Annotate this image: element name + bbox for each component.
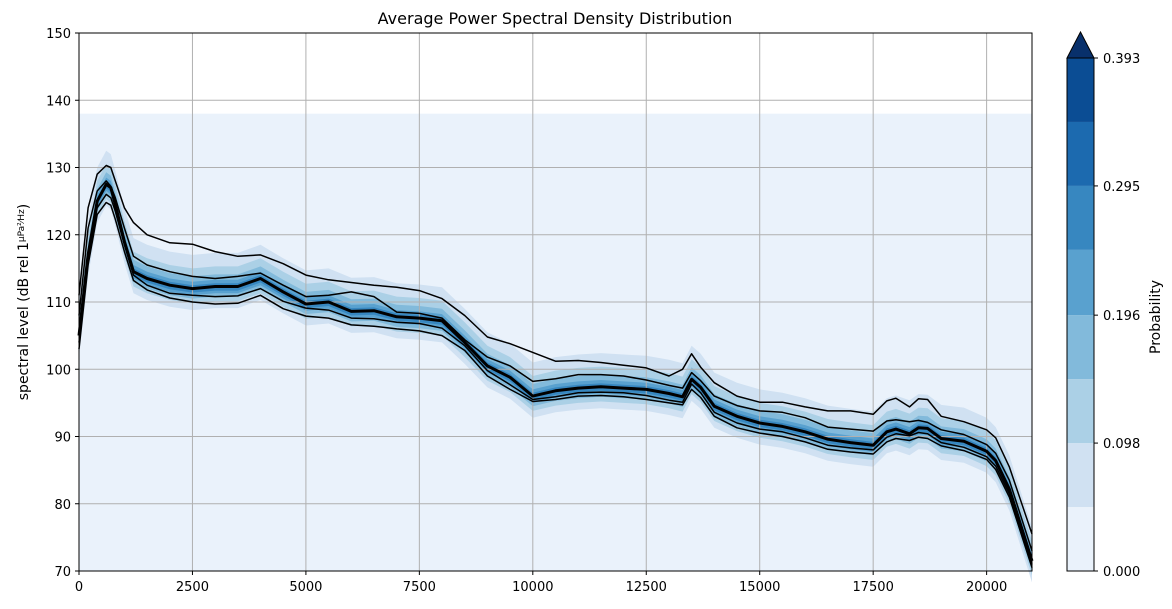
y-tick-label: 120 xyxy=(46,229,71,244)
series-lines xyxy=(77,164,1034,568)
y-tick-label: 130 xyxy=(46,162,71,177)
x-tick-label: 0 xyxy=(75,580,83,595)
y-axis-unit-numerator: μPa² xyxy=(17,222,27,242)
series-line-1 xyxy=(78,164,1033,535)
y-tick-label: 140 xyxy=(46,94,71,109)
colorbar-border xyxy=(1066,58,1095,572)
colorbar-tick-label: 0.098 xyxy=(1103,437,1140,452)
colorbar-segment xyxy=(1067,507,1094,571)
y-axis-label: spectral level (dB rel 1μPa²⁄Hz) xyxy=(16,204,32,400)
density-band-level-1 xyxy=(79,150,1032,583)
y-axis-label-text: spectral level (dB rel 1 xyxy=(16,242,32,400)
colorbar-extend-arrow xyxy=(1066,30,1095,59)
colorbar-tick-label: 0.196 xyxy=(1103,309,1140,324)
colorbar-segment xyxy=(1067,379,1094,444)
y-axis-label-close: ) xyxy=(16,204,32,209)
y-tick-label: 110 xyxy=(46,296,71,311)
x-tick-label: 5000 xyxy=(289,580,322,595)
y-axis-unit-denominator: Hz xyxy=(17,209,27,221)
colorbar-tick-label: 0.000 xyxy=(1103,565,1140,580)
y-tick-label: 70 xyxy=(54,565,71,580)
colorbar-segment xyxy=(1067,249,1094,316)
colorbar-segment xyxy=(1067,185,1094,250)
x-tick-label: 12500 xyxy=(626,580,667,595)
x-tick-label: 7500 xyxy=(403,580,436,595)
x-tick-label: 17500 xyxy=(852,580,893,595)
x-ticks: 0 2500 5000 7500 10000 12500 15000 17500 20000 xyxy=(75,571,1007,595)
x-tick-label: 20000 xyxy=(966,580,1007,595)
colorbar: 0.000 0.098 0.196 0.295 0.393 xyxy=(1066,30,1140,580)
chart-title: Average Power Spectral Density Distribut… xyxy=(378,9,733,28)
x-tick-label: 2500 xyxy=(176,580,209,595)
density-band xyxy=(79,113,1032,583)
colorbar-tick-label: 0.393 xyxy=(1103,52,1140,67)
svg-text:spectral level (dB rel 1μPa²⁄H: spectral level (dB rel 1μPa²⁄Hz) xyxy=(16,204,32,400)
y-tick-label: 80 xyxy=(54,498,71,513)
x-tick-label: 15000 xyxy=(739,580,780,595)
y-ticks: 70 80 90 100 110 120 130 140 150 xyxy=(46,27,79,580)
colorbar-segment xyxy=(1067,58,1094,122)
density-background xyxy=(79,113,1032,571)
colorbar-segment xyxy=(1067,443,1094,508)
y-tick-label: 100 xyxy=(46,363,71,378)
x-tick-label: 10000 xyxy=(512,580,553,595)
series-line-2 xyxy=(78,180,1033,552)
colorbar-segment xyxy=(1067,315,1094,380)
colorbar-tick-label: 0.295 xyxy=(1103,180,1140,195)
y-tick-label: 150 xyxy=(46,27,71,42)
y-tick-label: 90 xyxy=(54,431,71,446)
y-axis-unit-fraction: μPa²⁄Hz xyxy=(17,209,27,242)
colorbar-segment xyxy=(1067,121,1094,186)
colorbar-label: Probability xyxy=(1148,280,1164,354)
series-line-5 xyxy=(78,201,1033,568)
series-line-4 xyxy=(78,193,1033,565)
series-line-3 xyxy=(77,182,1034,562)
